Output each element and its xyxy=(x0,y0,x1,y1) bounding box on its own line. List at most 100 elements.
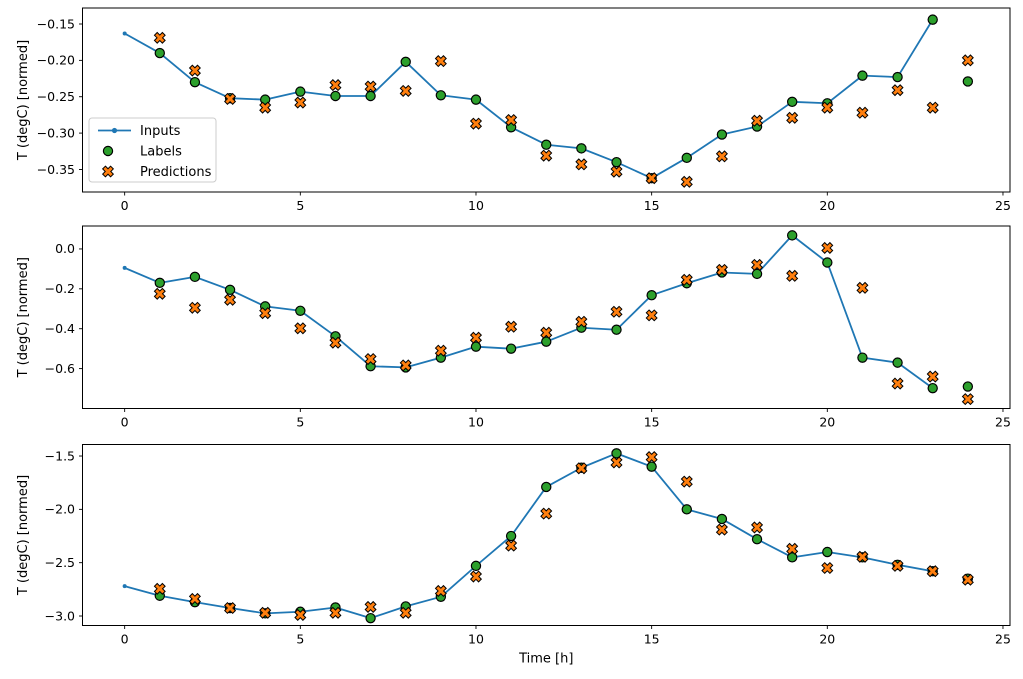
prediction-marker xyxy=(224,601,237,615)
prediction-marker xyxy=(329,79,342,92)
prediction-marker xyxy=(540,507,553,520)
axes-frame xyxy=(82,225,1011,409)
prediction-marker xyxy=(926,565,939,578)
prediction-marker xyxy=(680,475,693,488)
y-tick-label: −0.25 xyxy=(37,89,75,104)
label-marker xyxy=(751,268,763,280)
y-tick-label: −0.20 xyxy=(37,53,75,68)
x-tick-label: 0 xyxy=(121,415,129,430)
label-marker xyxy=(505,530,517,542)
prediction-marker xyxy=(294,608,307,621)
label-marker xyxy=(541,336,552,347)
prediction-marker xyxy=(751,114,764,127)
x-tick-label: 0 xyxy=(121,632,129,647)
prediction-marker xyxy=(961,573,974,586)
x-tick-label: 25 xyxy=(995,415,1011,430)
y-tick-label: −0.30 xyxy=(37,125,75,140)
label-marker xyxy=(295,86,306,97)
prediction-marker xyxy=(856,281,869,294)
prediction-marker xyxy=(399,606,412,619)
y-tick-label: −0.6 xyxy=(45,361,75,376)
label-marker xyxy=(892,71,903,83)
x-axis-label: Time [h] xyxy=(518,652,573,667)
prediction-marker xyxy=(329,336,342,349)
label-marker xyxy=(962,76,974,87)
x-tick-label: 15 xyxy=(644,198,660,213)
legend-entry-label: Labels xyxy=(140,145,182,160)
label-marker xyxy=(822,257,833,268)
y-tick-label: −3.0 xyxy=(45,608,75,623)
legend-box xyxy=(88,117,217,183)
prediction-marker xyxy=(224,293,237,306)
x-tick-label: 20 xyxy=(819,415,835,430)
prediction-marker xyxy=(259,307,272,320)
label-marker xyxy=(576,143,587,154)
label-marker xyxy=(786,96,798,108)
label-marker xyxy=(330,90,341,102)
prediction-marker xyxy=(575,462,588,475)
x-tick-label: 25 xyxy=(995,198,1011,213)
prediction-marker xyxy=(891,84,904,97)
label-marker xyxy=(716,513,728,525)
prediction-marker xyxy=(469,331,483,344)
label-marker xyxy=(786,552,798,563)
label-marker xyxy=(541,481,552,493)
label-marker xyxy=(857,70,868,81)
prediction-marker xyxy=(540,326,553,339)
label-marker xyxy=(365,90,376,102)
label-marker xyxy=(681,504,692,515)
prediction-marker xyxy=(153,31,166,44)
prediction-marker xyxy=(751,521,764,534)
legend-entry-label: Predictions xyxy=(140,165,212,180)
plot-area xyxy=(82,8,1010,192)
prediction-marker xyxy=(680,175,693,188)
label-marker xyxy=(470,341,482,352)
label-marker xyxy=(470,560,482,572)
prediction-marker xyxy=(786,269,799,282)
prediction-marker xyxy=(575,315,588,328)
prediction-marker xyxy=(188,301,201,314)
prediction-marker xyxy=(715,263,728,276)
prediction-marker xyxy=(891,377,904,390)
prediction-marker xyxy=(891,559,904,572)
x-tick-label: 0 xyxy=(121,198,129,213)
y-axis-label: T (degC) [normed] xyxy=(16,475,31,596)
prediction-marker xyxy=(224,92,237,105)
label-marker xyxy=(927,382,938,394)
prediction-marker xyxy=(540,149,553,162)
prediction-marker xyxy=(399,359,412,372)
prediction-marker xyxy=(434,55,447,68)
label-marker xyxy=(295,305,306,316)
label-marker xyxy=(822,546,833,558)
prediction-marker xyxy=(645,451,658,464)
prediction-marker xyxy=(294,322,307,335)
label-marker xyxy=(154,277,165,289)
prediction-marker xyxy=(153,582,166,595)
label-marker xyxy=(927,14,938,25)
prediction-marker xyxy=(926,101,939,114)
label-marker xyxy=(470,94,482,105)
x-tick-label: 15 xyxy=(644,632,660,647)
y-tick-label: 0.0 xyxy=(55,241,75,256)
prediction-marker xyxy=(434,584,447,597)
label-marker xyxy=(189,76,201,88)
prediction-marker xyxy=(715,150,728,163)
y-tick-label: −1.5 xyxy=(45,448,75,463)
plot-area xyxy=(82,444,1010,626)
label-marker xyxy=(611,448,622,459)
prediction-marker xyxy=(680,273,693,286)
prediction-marker xyxy=(856,550,869,563)
prediction-marker xyxy=(469,117,483,130)
prediction-marker xyxy=(259,101,272,114)
label-marker xyxy=(611,156,622,168)
prediction-marker xyxy=(364,352,377,366)
x-tick-label: 5 xyxy=(296,632,304,647)
prediction-marker xyxy=(505,539,518,552)
y-tick-label: −2.0 xyxy=(45,502,75,517)
legend-predictions-marker xyxy=(101,165,115,178)
prediction-marker xyxy=(856,106,869,119)
label-marker xyxy=(505,343,517,354)
legend-inputs-dot xyxy=(111,127,118,134)
